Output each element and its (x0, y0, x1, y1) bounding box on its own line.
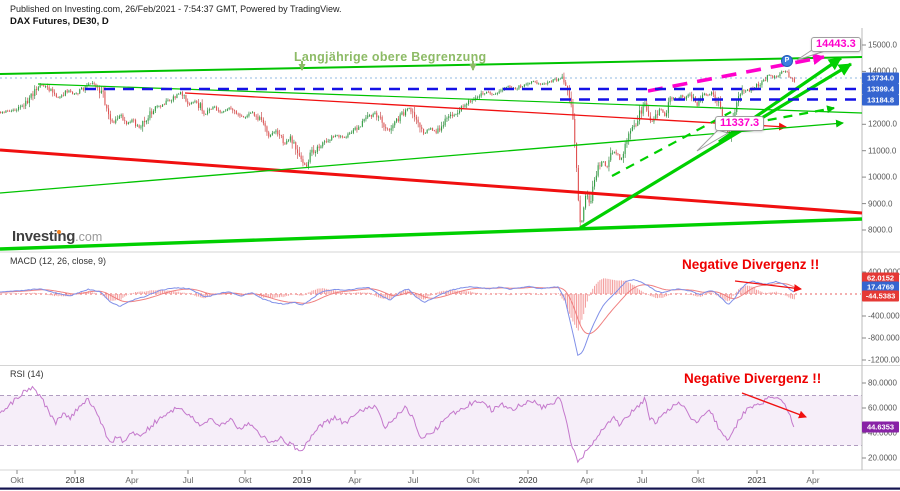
rsi-axis-label: 80.0000 (868, 378, 897, 388)
watermark-orange-dot-icon (57, 229, 61, 234)
rsi-divergence-annotation: Negative Divergenz !! (684, 371, 822, 386)
macd-divergence-annotation: Negative Divergenz !! (682, 257, 820, 272)
price-axis-label: 11000.0 (868, 146, 897, 156)
macd-panel-title: MACD (12, 26, close, 9) (10, 256, 107, 266)
watermark-brand: Investing (12, 228, 76, 245)
price-axis-label: 14000.0 (868, 66, 897, 76)
macd-value-badge: -44.5383 (862, 290, 899, 302)
macd-axis-label: -400.0000 (868, 311, 900, 321)
rsi-panel-title: RSI (14) (10, 369, 44, 379)
rsi-value-badge: 44.6353 (862, 421, 899, 433)
time-axis-label: Apr (125, 475, 139, 485)
time-axis-label: Okt (10, 475, 24, 485)
price-axis-label: 9000.0 (868, 199, 893, 209)
investing-watermark: Investing.com (12, 228, 102, 246)
macd-axis-label: -1200.0000 (868, 355, 900, 365)
pin-marker-icon: P (781, 55, 793, 67)
target-price-callout: 14443.3 (811, 37, 861, 52)
rsi-axis-label: 20.0000 (868, 453, 897, 463)
watermark-tld: .com (75, 230, 103, 244)
upper-boundary-annotation: Langjährige obere Begrenzung (294, 50, 487, 64)
price-axis-label: 8000.0 (868, 225, 893, 235)
time-axis-label: Apr (580, 475, 594, 485)
macd-axis-label: 400.0000 (868, 268, 900, 277)
time-axis-label: Apr (348, 475, 362, 485)
time-axis-label: Apr (806, 475, 820, 485)
macd-value-badge: 62.0152 (862, 272, 899, 284)
price-level-badge: 13734.0 (862, 72, 899, 84)
time-axis-label: Jul (636, 475, 648, 485)
price-level-badge: 13184.8 (862, 94, 899, 105)
time-axis-label: 2020 (518, 475, 538, 485)
pivot-low-callout: 11337.3 (715, 116, 765, 131)
time-axis-label: Jul (182, 475, 194, 485)
price-axis-label: 15000.0 (868, 40, 897, 50)
rsi-axis-label: 40.0000 (868, 428, 897, 438)
time-axis-label: 2019 (292, 475, 312, 485)
time-axis-label: Jul (407, 475, 419, 485)
time-axis-label: Okt (238, 475, 252, 485)
price-axis-label: 10000.0 (868, 172, 897, 182)
time-axis-label: 2021 (747, 475, 767, 485)
macd-axis-label: -800.0000 (868, 333, 900, 343)
macd-value-badge: 17.4769 (862, 281, 899, 293)
time-axis-label: Okt (466, 475, 480, 485)
price-axis-label: 12000.0 (868, 119, 897, 129)
price-level-badge: 13399.4 (862, 83, 899, 95)
time-axis-label: 2018 (65, 475, 85, 485)
time-axis-label: Okt (691, 475, 705, 485)
symbol-title: DAX Futures, DE30, D (10, 16, 109, 27)
rsi-axis-label: 60.0000 (868, 403, 897, 413)
published-info: Published on Investing.com, 26/Feb/2021 … (10, 4, 342, 14)
